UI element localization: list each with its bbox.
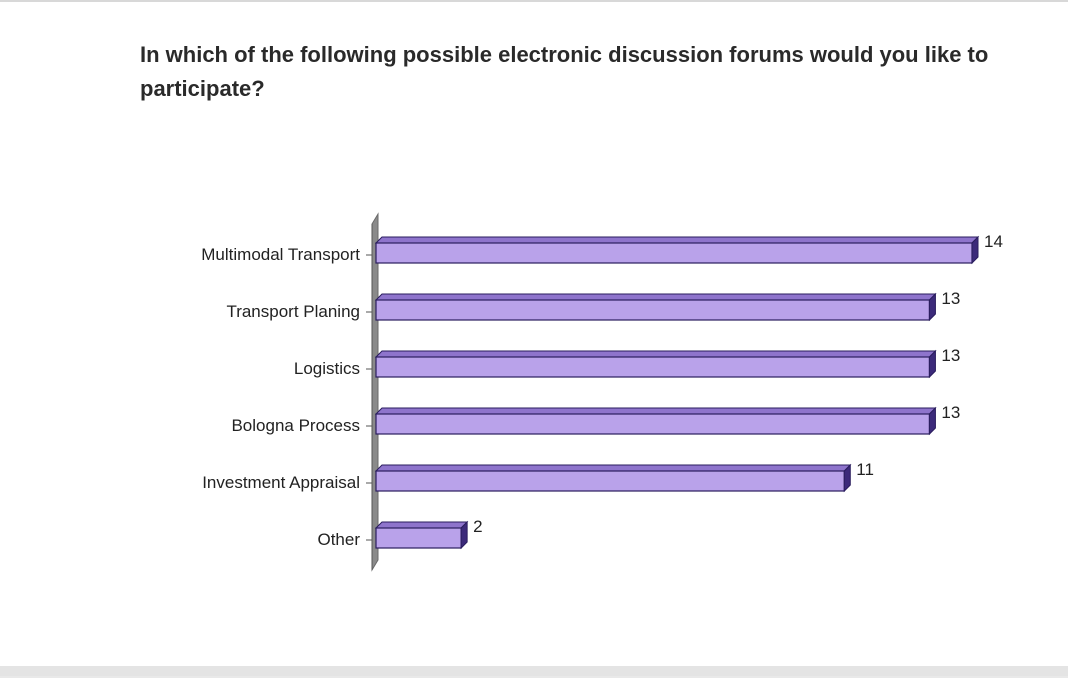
bar-side-face bbox=[843, 463, 851, 493]
bar bbox=[375, 242, 973, 264]
bar bbox=[375, 527, 462, 549]
bar bbox=[375, 470, 845, 492]
data-label: 13 bbox=[941, 403, 960, 422]
category-label: Bologna Process bbox=[231, 416, 360, 435]
axis-wall bbox=[371, 212, 379, 572]
data-label: 11 bbox=[856, 460, 874, 479]
bar-top-face bbox=[374, 236, 980, 244]
bar-side-face bbox=[460, 520, 468, 550]
category-label: Logistics bbox=[294, 359, 360, 378]
category-label: Other bbox=[317, 530, 360, 549]
bar-top-face bbox=[374, 464, 852, 472]
category-label: Transport Planing bbox=[226, 302, 360, 321]
data-label: 2 bbox=[473, 517, 482, 536]
bar-side-face bbox=[928, 349, 936, 379]
category-label: Multimodal Transport bbox=[201, 245, 360, 264]
data-label: 14 bbox=[984, 232, 1003, 251]
bar-side-face bbox=[971, 235, 979, 265]
bar bbox=[375, 413, 931, 435]
data-label: 13 bbox=[941, 289, 960, 308]
bar-top-face bbox=[374, 293, 937, 301]
category-label: Investment Appraisal bbox=[202, 473, 360, 492]
bar-top-face bbox=[374, 521, 469, 529]
bar-side-face bbox=[928, 292, 936, 322]
chart-title: In which of the following possible elect… bbox=[140, 42, 989, 101]
bar-top-face bbox=[374, 407, 937, 415]
bar bbox=[375, 356, 931, 378]
bar-top-face bbox=[374, 350, 937, 358]
data-label: 13 bbox=[941, 346, 960, 365]
bar bbox=[375, 299, 931, 321]
bar-side-face bbox=[928, 406, 936, 436]
